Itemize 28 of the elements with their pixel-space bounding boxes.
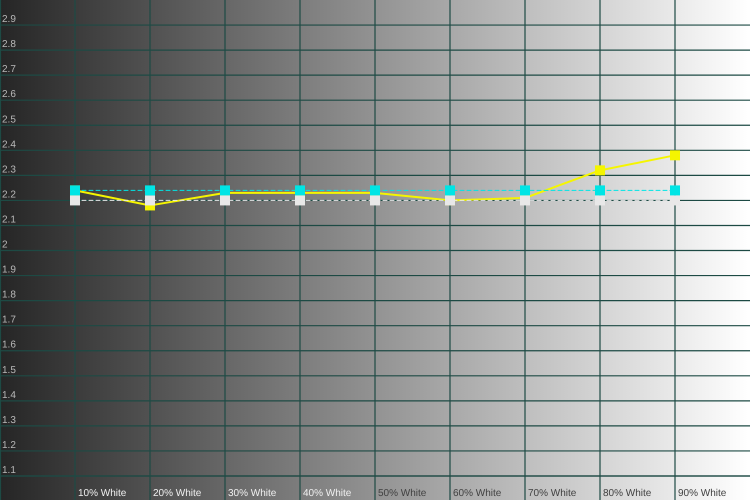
x-tick-label: 40% White bbox=[303, 488, 352, 499]
y-tick-label: 1.8 bbox=[2, 290, 16, 301]
y-tick-label: 1.5 bbox=[2, 364, 16, 376]
y-tick-label: 2.7 bbox=[2, 64, 16, 76]
y-tick-label: 2.6 bbox=[2, 89, 16, 100]
y-tick-label: 2.8 bbox=[2, 39, 16, 50]
y-tick-label: 2 bbox=[2, 240, 8, 251]
y-tick-label: 1.4 bbox=[2, 390, 16, 401]
x-tick-label: 50% White bbox=[378, 488, 427, 499]
y-tick-label: 1.9 bbox=[2, 264, 16, 276]
y-tick-label: 1.6 bbox=[2, 340, 16, 351]
x-tick-label: 90% White bbox=[678, 488, 727, 499]
x-tick-label: 70% White bbox=[528, 488, 577, 499]
y-tick-label: 1.1 bbox=[2, 465, 16, 476]
y-tick-label: 2.1 bbox=[2, 214, 16, 226]
y-tick-label: 2.5 bbox=[2, 114, 16, 126]
x-tick-label: 10% White bbox=[78, 488, 127, 499]
y-tick-label: 1.7 bbox=[2, 314, 16, 326]
y-tick-label: 2.2 bbox=[2, 189, 16, 200]
x-tick-label: 60% White bbox=[453, 488, 502, 499]
y-tick-label: 2.9 bbox=[2, 14, 16, 26]
x-tick-label: 30% White bbox=[228, 488, 277, 499]
y-tick-label: 2.3 bbox=[2, 164, 16, 176]
x-tick-label: 20% White bbox=[153, 488, 202, 499]
y-tick-label: 1.3 bbox=[2, 414, 16, 426]
y-tick-label: 2.4 bbox=[2, 139, 16, 150]
y-tick-label: 1.2 bbox=[2, 440, 16, 451]
x-tick-label: 80% White bbox=[603, 488, 652, 499]
